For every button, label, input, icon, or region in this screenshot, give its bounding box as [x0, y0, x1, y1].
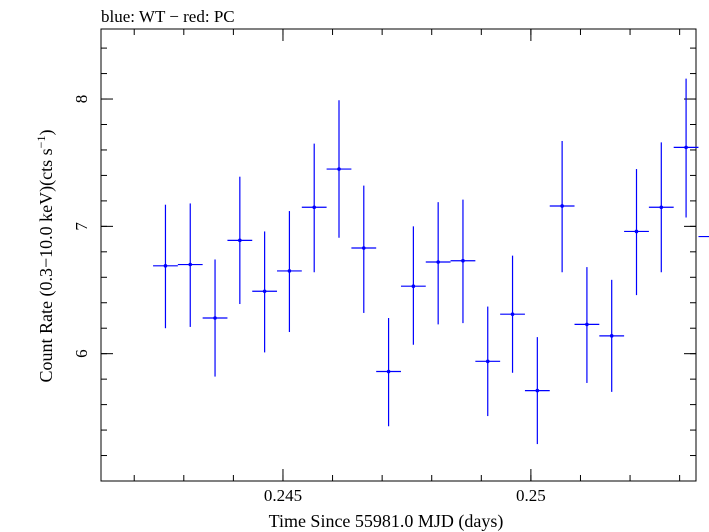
data-point	[475, 306, 501, 417]
data-marker	[609, 334, 614, 338]
data-point	[301, 143, 327, 273]
data-marker	[238, 238, 242, 243]
x-axis-label: Time Since 55981.0 MJD (days)	[269, 511, 504, 532]
data-point	[698, 235, 709, 238]
chart-title: blue: WT − red: PC	[101, 7, 235, 26]
data-point	[425, 202, 451, 325]
data-marker	[287, 269, 292, 273]
data-point	[673, 78, 699, 218]
data-point	[351, 185, 377, 313]
plot-axes: 0.245 0.25 6 7 8	[72, 28, 697, 505]
data-marker	[510, 312, 515, 317]
data-marker	[535, 388, 540, 393]
y-tick-label: 8	[72, 95, 91, 104]
data-point	[177, 203, 203, 327]
y-tick-label: 7	[72, 222, 91, 231]
y-axis-label: Count Rate (0.3−10.0 keV)(cts s−1)	[34, 130, 57, 383]
data-marker	[188, 262, 193, 267]
plot-frame	[100, 28, 697, 482]
data-marker	[436, 260, 440, 264]
data-point	[524, 337, 550, 445]
data-point	[227, 176, 253, 305]
data-point	[202, 259, 228, 377]
data-point	[277, 211, 302, 333]
x-tick-label: 0.245	[264, 486, 302, 505]
data-point	[648, 142, 674, 273]
data-point	[400, 226, 426, 345]
data-point	[624, 169, 649, 296]
data-marker	[659, 205, 664, 210]
data-marker	[461, 258, 465, 263]
data-marker	[485, 359, 490, 364]
data-marker	[634, 229, 639, 234]
data-marker	[213, 316, 217, 320]
data-point	[599, 279, 625, 392]
data-marker	[684, 145, 688, 150]
x-tick-label: 0.25	[516, 486, 546, 505]
y-axis-label-end: )	[36, 130, 57, 136]
data-marker	[262, 289, 267, 294]
data-point	[450, 199, 476, 324]
data-point	[326, 100, 352, 238]
data-marker	[386, 369, 391, 374]
data-point	[500, 255, 525, 373]
data-point	[574, 267, 600, 383]
data-point	[252, 231, 278, 353]
data-points	[153, 78, 709, 445]
data-marker	[361, 246, 366, 250]
data-marker	[585, 322, 589, 327]
data-point	[153, 204, 178, 329]
data-point	[376, 318, 401, 427]
data-marker	[411, 284, 416, 288]
data-marker	[163, 264, 168, 268]
y-tick-label: 6	[72, 349, 91, 358]
data-point	[549, 141, 575, 273]
data-marker	[337, 167, 341, 171]
data-marker	[560, 204, 564, 208]
data-marker	[312, 205, 317, 210]
y-axis-label-main: Count Rate (0.3−10.0 keV)(cts s	[36, 148, 57, 382]
y-axis-label-sup: −1	[34, 136, 48, 149]
